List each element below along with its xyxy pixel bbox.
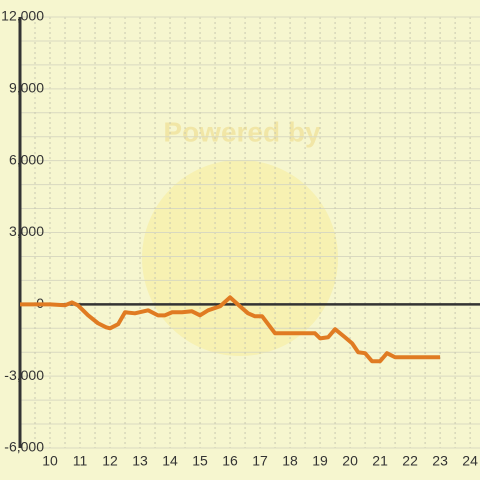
- data-line: [20, 295, 441, 364]
- x-tick-label: 11: [73, 453, 88, 469]
- y-tick-label: 3,000: [9, 223, 44, 239]
- x-tick-label: 22: [402, 453, 418, 469]
- watermark-logo: [142, 160, 338, 356]
- x-tick-label: 15: [192, 453, 208, 469]
- x-tick-label: 10: [42, 453, 58, 469]
- y-tick-label: -3,000: [4, 367, 44, 383]
- x-tick-label: 20: [342, 453, 358, 469]
- watermark: Powered by: [163, 116, 321, 147]
- x-tick-label: 13: [132, 453, 148, 469]
- x-tick-label: 21: [372, 453, 388, 469]
- y-tick-label: 6,000: [9, 151, 44, 167]
- x-tick-label: 24: [462, 453, 478, 469]
- x-tick-label: 14: [162, 453, 178, 469]
- x-tick-label: 17: [252, 453, 268, 469]
- x-tick-label: 12: [102, 453, 118, 469]
- x-tick-label: 16: [222, 453, 238, 469]
- x-tick-label: 19: [312, 453, 328, 469]
- x-tick-label: 18: [282, 453, 298, 469]
- y-tick-label: 9,000: [9, 80, 44, 96]
- x-tick-label: 23: [432, 453, 448, 469]
- y-tick-label: -6,000: [4, 439, 44, 455]
- y-tick-label: 12,000: [1, 8, 44, 24]
